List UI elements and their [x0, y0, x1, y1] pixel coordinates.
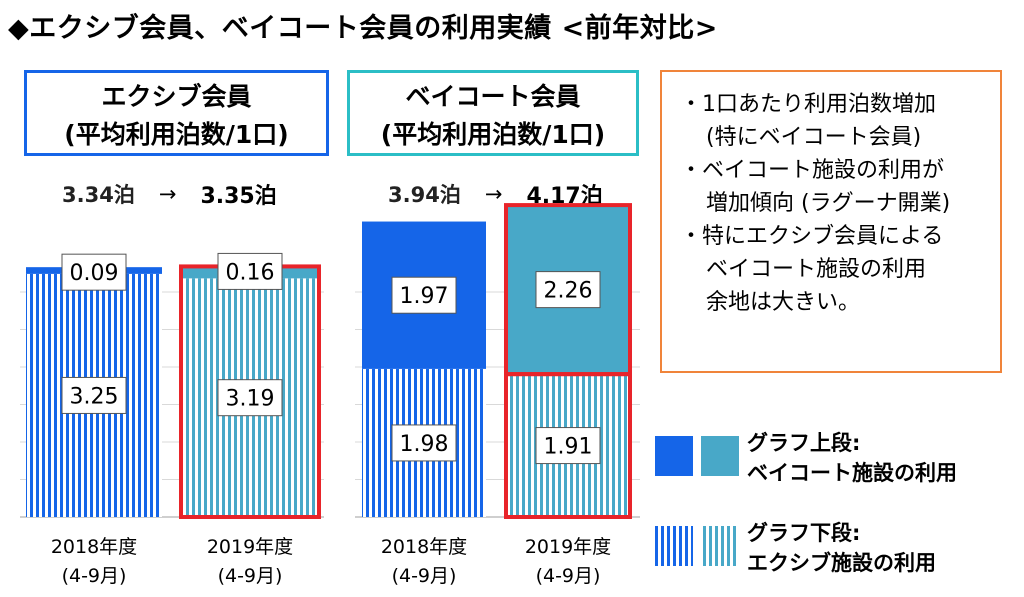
- data-label-upper-box: [61, 253, 127, 291]
- category-label: 2018年度: [381, 536, 467, 558]
- note-item: ・1口あたり利用泊数増加: [680, 92, 936, 117]
- arrow-right-icon: →: [484, 182, 503, 206]
- note-item-cont: ベイコート施設の利用: [706, 257, 927, 282]
- category-label: (4-9月): [536, 565, 601, 587]
- data-label-upper-box: [217, 252, 283, 290]
- category-label: 2019年度: [207, 536, 293, 558]
- page-title: ◆エクシブ会員、ベイコート会員の利用実績 <前年対比>: [8, 13, 718, 44]
- arrow-right-icon: →: [158, 182, 177, 206]
- data-label-lower: 1.98: [400, 432, 449, 457]
- data-label-upper: 1.97: [400, 284, 449, 309]
- data-label-upper-box: [391, 276, 457, 314]
- note-item: ・特にエクシブ会員による: [680, 224, 944, 249]
- baycourt-summary-from: 3.94泊: [388, 183, 461, 207]
- data-label-upper-box: [535, 271, 601, 309]
- data-label-lower: 1.91: [544, 435, 593, 460]
- note-item: ・ベイコート施設の利用が: [680, 158, 945, 183]
- category-label: 2018年度: [51, 536, 137, 558]
- data-label-lower: 3.19: [226, 387, 275, 412]
- data-label-lower-box: [217, 379, 283, 417]
- data-label-lower: 3.25: [70, 384, 119, 409]
- data-label-lower-box: [61, 376, 127, 414]
- data-label-upper: 0.16: [226, 260, 275, 285]
- data-label-upper: 0.09: [70, 261, 119, 286]
- data-label-lower-box: [391, 424, 457, 462]
- note-item-cont: 余地は大きい。: [706, 290, 861, 315]
- exiv-summary: 3.34泊 → 3.35泊: [62, 178, 277, 210]
- legend-lower-title: グラフ下段:: [747, 521, 861, 545]
- category-label: (4-9月): [62, 565, 127, 587]
- bar-highlight-lower: [504, 372, 632, 519]
- baycourt-panel-title-box: ベイコート会員 (平均利用泊数/1口): [347, 70, 639, 156]
- legend-lower-desc: エクシブ施設の利用: [747, 551, 936, 575]
- data-label-upper: 2.26: [544, 279, 593, 304]
- baycourt-panel-subtitle: (平均利用泊数/1口): [380, 120, 606, 149]
- legend-upper-desc: ベイコート施設の利用: [747, 461, 957, 485]
- legend-swatch-solid: [655, 436, 739, 476]
- exiv-panel-title-box: エクシブ会員 (平均利用泊数/1口): [24, 70, 329, 156]
- exiv-summary-to: 3.35泊: [200, 184, 277, 209]
- category-label: (4-9月): [392, 565, 457, 587]
- notes-box: ・1口あたり利用泊数増加 (特にベイコート会員) ・ベイコート施設の利用が 増加…: [660, 70, 1002, 373]
- category-label: 2019年度: [525, 536, 611, 558]
- category-label: (4-9月): [218, 565, 283, 587]
- exiv-panel-title: エクシブ会員: [101, 82, 252, 111]
- note-item-cont: (特にベイコート会員): [706, 125, 922, 150]
- baycourt-panel-title: ベイコート会員: [405, 82, 581, 111]
- exiv-panel-subtitle: (平均利用泊数/1口): [64, 120, 289, 149]
- exiv-summary-from: 3.34泊: [62, 183, 135, 207]
- legend-swatch-striped: [655, 526, 739, 566]
- note-item-cont: 増加傾向 (ラグーナ開業): [706, 191, 951, 216]
- legend-upper-title: グラフ上段:: [747, 431, 861, 455]
- data-label-lower-box: [535, 427, 601, 465]
